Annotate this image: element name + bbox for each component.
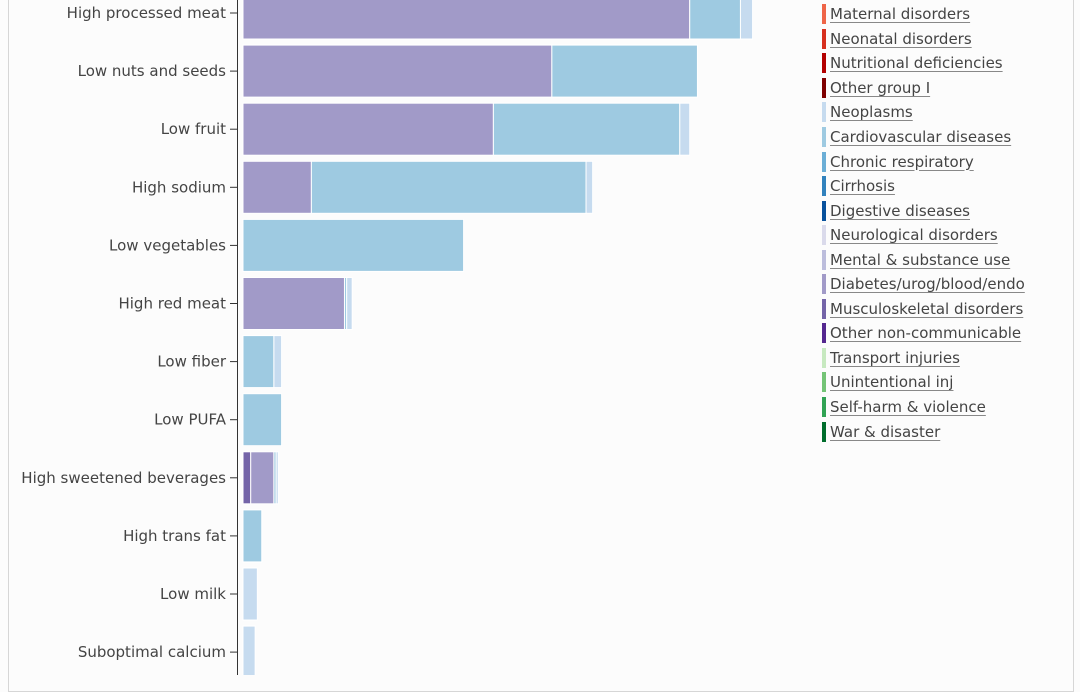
- legend-swatch: [822, 421, 826, 442]
- legend-label: Transport injuries: [830, 348, 960, 367]
- legend-label: Nutritional deficiencies: [830, 54, 1003, 73]
- legend-item[interactable]: Other group I: [822, 76, 1025, 101]
- legend-label: Cardiovascular diseases: [830, 128, 1012, 146]
- y-tick-label: High trans fat: [123, 527, 226, 545]
- bar-segment[interactable]: [242, 509, 263, 563]
- y-tick-label: Low PUFA: [154, 411, 227, 429]
- legend-item[interactable]: Cirrhosis: [822, 174, 1025, 199]
- legend-item[interactable]: Neonatal disorders: [822, 27, 1025, 52]
- bar-segment[interactable]: [275, 451, 279, 505]
- bar-segment[interactable]: [242, 0, 691, 40]
- legend-label: Neoplasms: [830, 103, 913, 122]
- bars-layer: [242, 0, 754, 675]
- bar-segment[interactable]: [242, 451, 252, 505]
- legend-item[interactable]: War & disaster: [822, 419, 1025, 444]
- legend-label: Neonatal disorders: [830, 29, 972, 48]
- y-tick-label: High sodium: [132, 178, 226, 196]
- legend-label: Cirrhosis: [830, 177, 895, 196]
- bar-chart: High processed meat Low nuts and seeds Low…: [21, 0, 754, 675]
- y-tick-label: Low nuts and seeds: [78, 62, 227, 80]
- y-tick-label: Low fiber: [157, 353, 227, 371]
- legend-label: Musculoskeletal disorders: [830, 299, 1024, 318]
- legend-swatch: [822, 274, 826, 295]
- y-tick-label: High processed meat: [67, 4, 226, 22]
- legend-swatch: [822, 28, 826, 49]
- legend-label: Chronic respiratory: [830, 152, 974, 171]
- bar-segment[interactable]: [679, 102, 691, 156]
- bar-segment[interactable]: [250, 451, 275, 505]
- legend-item[interactable]: Unintentional inj: [822, 370, 1025, 395]
- legend-swatch: [822, 372, 826, 393]
- legend-item[interactable]: Nutritional deficiencies: [822, 51, 1025, 76]
- bar-segment[interactable]: [739, 0, 754, 40]
- bar-segment[interactable]: [273, 335, 283, 389]
- legend-swatch: [822, 323, 826, 344]
- legend-swatch: [822, 176, 826, 197]
- bar-segment[interactable]: [242, 160, 312, 214]
- bar-segment[interactable]: [242, 393, 283, 447]
- legend-item[interactable]: Cardiovascular diseases: [822, 125, 1025, 150]
- bar-segment[interactable]: [242, 625, 256, 675]
- y-tick-label: Low vegetables: [109, 236, 226, 254]
- bar-segment[interactable]: [242, 218, 465, 272]
- legend-item[interactable]: Self-harm & violence: [822, 395, 1025, 420]
- legend-item[interactable]: Other non-communicable: [822, 321, 1025, 346]
- bar-segment[interactable]: [492, 102, 681, 156]
- legend-item[interactable]: Diabetes/urog/blood/endo: [822, 272, 1025, 297]
- legend-label: War & disaster: [830, 422, 941, 441]
- legend-swatch: [822, 397, 826, 418]
- bar-segment[interactable]: [689, 0, 741, 40]
- bar-segment[interactable]: [242, 44, 553, 98]
- legend-item[interactable]: Mental & substance use: [822, 247, 1025, 272]
- legend-swatch: [822, 127, 826, 147]
- legend-swatch: [822, 249, 826, 270]
- bar-segment[interactable]: [242, 335, 275, 389]
- y-tick-label: High sweetened beverages: [21, 469, 226, 487]
- y-tick-label: Low milk: [160, 585, 226, 603]
- legend-swatch: [822, 102, 826, 123]
- legend-swatch: [822, 53, 826, 74]
- bar-segment[interactable]: [346, 277, 353, 330]
- legend: Maternal disorders Neonatal disorders Nutr…: [822, 2, 1025, 444]
- y-tick-label: Low fruit: [161, 120, 226, 138]
- legend-label: Neurological disorders: [830, 226, 998, 245]
- bar-segment[interactable]: [585, 160, 594, 214]
- legend-swatch: [822, 4, 826, 25]
- y-tick-label: High red meat: [118, 295, 226, 313]
- legend-label: Unintentional inj: [830, 373, 954, 392]
- legend-label: Diabetes/urog/blood/endo: [830, 275, 1025, 294]
- legend-item[interactable]: Digestive diseases: [822, 198, 1025, 223]
- bar-segment[interactable]: [242, 277, 345, 330]
- legend-swatch: [822, 151, 826, 172]
- legend-item[interactable]: Musculoskeletal disorders: [822, 297, 1025, 322]
- bar-segment[interactable]: [242, 567, 258, 621]
- legend-item[interactable]: Neurological disorders: [822, 223, 1025, 248]
- legend-item[interactable]: Transport injuries: [822, 346, 1025, 371]
- legend-swatch: [822, 347, 826, 368]
- legend-swatch: [822, 225, 826, 246]
- legend-label: Other non-communicable: [830, 324, 1022, 343]
- bar-segment[interactable]: [551, 44, 698, 98]
- legend-item[interactable]: Neoplasms: [822, 100, 1025, 125]
- legend-label: Maternal disorders: [830, 5, 971, 24]
- y-tick-label: Suboptimal calcium: [78, 643, 226, 661]
- legend-label: Mental & substance use: [830, 250, 1011, 269]
- legend-swatch: [822, 77, 826, 98]
- bar-segment[interactable]: [242, 102, 494, 156]
- legend-swatch: [822, 298, 826, 319]
- legend-swatch: [822, 200, 826, 221]
- y-axis: High processed meat Low nuts and seeds Low…: [21, 0, 238, 675]
- legend-item[interactable]: Chronic respiratory: [822, 149, 1025, 174]
- legend-label: Digestive diseases: [830, 201, 970, 220]
- legend-label: Other group I: [830, 78, 931, 97]
- legend-item[interactable]: Maternal disorders: [822, 2, 1025, 27]
- bar-segment[interactable]: [310, 160, 587, 214]
- legend-label: Self-harm & violence: [830, 398, 986, 417]
